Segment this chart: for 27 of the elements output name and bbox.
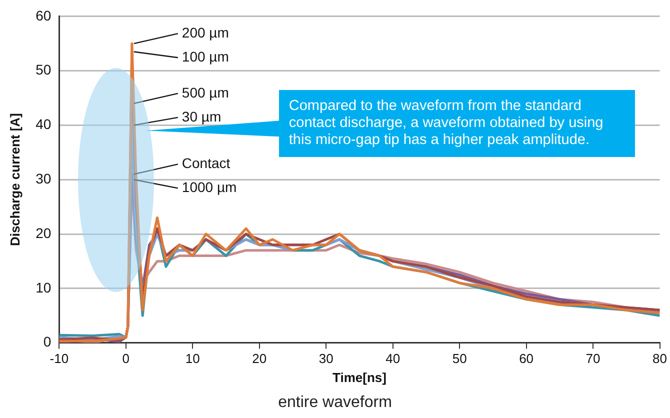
y-tick-label: 60: [36, 7, 52, 24]
x-tick-label: 70: [586, 351, 600, 366]
x-axis-title: Time[ns]: [332, 370, 386, 385]
text: 100 µm: [182, 48, 229, 64]
x-tick-label: 40: [386, 351, 400, 366]
text: Contact: [182, 155, 230, 172]
y-tick-label: 50: [36, 62, 52, 78]
y-tick-label: 10: [36, 279, 52, 296]
x-tick-label: 10: [185, 351, 200, 366]
x-tick-label: 50: [452, 351, 467, 366]
x-tick-label: 80: [652, 351, 668, 366]
x-tick-label: 60: [519, 351, 534, 366]
text: 1000 µm: [182, 179, 237, 196]
text: 200 µm: [182, 24, 229, 40]
text: entire waveform: [277, 394, 393, 412]
x-tick-label: 20: [252, 351, 267, 366]
annotation: Compared to the waveform from the standard contact discharge, a waveform obtained by using this micro-gap tip has a higher peak amplitude.: [278, 90, 635, 157]
x-tick-label: 30: [318, 351, 334, 366]
x-tick-label: 0: [122, 351, 130, 366]
y-tick-label: 30: [36, 170, 52, 186]
y-tick-label: 20: [36, 224, 52, 241]
text: 500 µm: [182, 84, 229, 100]
x-tick-label: -10: [50, 351, 69, 366]
text: 30 µm: [182, 108, 222, 124]
y-axis-title: Discharge current [A]: [7, 113, 22, 246]
y-tick-label: 0: [43, 334, 52, 350]
y-tick-label: 40: [36, 116, 52, 132]
